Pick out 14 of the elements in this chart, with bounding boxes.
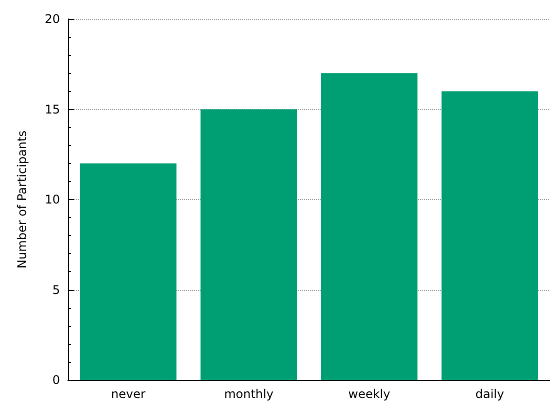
y-axis-title: Number of Participants — [15, 130, 29, 268]
x-tick-label: monthly — [224, 387, 274, 401]
y-tick-label: 5 — [52, 282, 60, 297]
x-tick-label: weekly — [348, 387, 390, 401]
y-tick-label: 10 — [44, 192, 60, 206]
y-tick-label: 20 — [44, 12, 60, 26]
bar — [200, 109, 297, 380]
y-tick-label: 0 — [52, 373, 60, 387]
bar — [80, 163, 176, 380]
bar — [442, 91, 538, 380]
x-tick-label: daily — [475, 387, 504, 401]
x-tick-label: never — [111, 387, 146, 401]
bar — [321, 73, 418, 380]
y-tick-label: 15 — [44, 102, 60, 116]
